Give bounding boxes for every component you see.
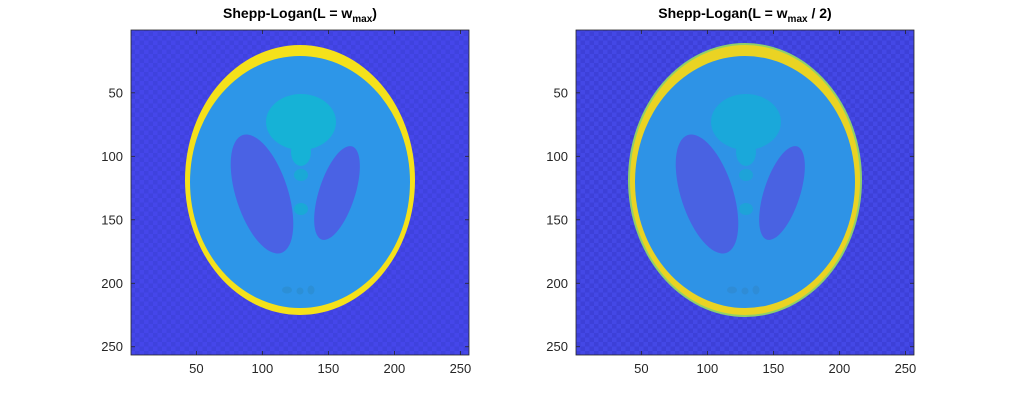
y-tick-label-left: 200 <box>101 276 123 291</box>
tiny-dot-1-right <box>727 286 737 294</box>
blob-neck-right <box>736 138 756 166</box>
y-tick-label-right: 200 <box>546 276 568 291</box>
brain-body-left <box>190 56 410 308</box>
tiny-dot-1-left <box>282 286 292 294</box>
upper-blob-right <box>711 94 781 150</box>
y-tick-label-left: 50 <box>109 85 123 100</box>
x-ticks-left: 50 100 150 200 250 <box>189 30 471 376</box>
x-tick-label-left: 150 <box>318 361 340 376</box>
y-tick-label-left: 150 <box>101 212 123 227</box>
brain-body-right <box>635 56 855 308</box>
small-dot-upper-right <box>739 169 753 181</box>
blob-neck-left <box>291 138 311 166</box>
y-tick-label-right: 50 <box>554 85 568 100</box>
tiny-dot-3-right <box>752 285 760 295</box>
x-tick-label-left: 250 <box>450 361 472 376</box>
tiny-dot-2-left <box>296 287 304 295</box>
title-right: Shepp-Logan(L = wmax / 2) <box>658 5 831 25</box>
left-ellipse-right <box>675 134 739 254</box>
x-tick-label-left: 200 <box>384 361 406 376</box>
upper-blob-left <box>266 94 336 150</box>
y-tick-label-left: 250 <box>101 339 123 354</box>
y-ticks-right: 50 100 150 200 250 <box>546 85 914 354</box>
y-ticks-left: 50 100 150 200 250 <box>101 85 469 354</box>
left-ellipse-left <box>230 134 294 254</box>
y-tick-label-right: 100 <box>546 149 568 164</box>
small-dot-mid-left <box>294 203 308 215</box>
small-dot-mid-right <box>739 203 753 215</box>
y-tick-label-left: 100 <box>101 149 123 164</box>
x-tick-label-right: 150 <box>763 361 785 376</box>
image-left <box>131 30 469 355</box>
x-tick-label-right: 250 <box>895 361 917 376</box>
axes-box-left <box>130 29 470 356</box>
axes-box-right <box>575 29 915 356</box>
x-ticks-right: 50 100 150 200 250 <box>634 30 916 376</box>
panel-right: Shepp-Logan(L = wmax / 2) 50 100 150 200 250… <box>546 5 916 376</box>
y-tick-label-right: 150 <box>546 212 568 227</box>
y-tick-label-right: 250 <box>546 339 568 354</box>
x-tick-label-left: 50 <box>189 361 203 376</box>
image-right <box>576 30 914 355</box>
right-ellipse-right <box>759 146 805 240</box>
x-tick-label-right: 50 <box>634 361 648 376</box>
x-tick-label-right: 200 <box>829 361 851 376</box>
right-ellipse-left <box>314 146 360 240</box>
x-tick-label-right: 100 <box>697 361 719 376</box>
panel-left: Shepp-Logan(L = wmax) 50 100 150 200 250 50 1… <box>101 5 471 376</box>
tiny-dot-2-right <box>741 287 749 295</box>
title-left: Shepp-Logan(L = wmax) <box>223 5 377 25</box>
small-dot-upper-left <box>294 169 308 181</box>
x-tick-label-left: 100 <box>252 361 274 376</box>
tiny-dot-3-left <box>307 285 315 295</box>
